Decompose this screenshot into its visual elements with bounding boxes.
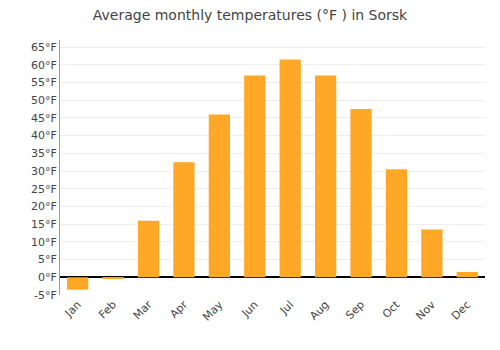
svg-text:Jan: Jan <box>62 298 84 320</box>
svg-text:Aug: Aug <box>307 298 331 322</box>
svg-text:65°F: 65°F <box>31 41 57 54</box>
svg-text:20°F: 20°F <box>31 200 57 213</box>
svg-text:Dec: Dec <box>449 298 473 322</box>
svg-text:35°F: 35°F <box>31 147 57 160</box>
svg-text:45°F: 45°F <box>31 112 57 125</box>
svg-text:Apr: Apr <box>167 298 190 321</box>
svg-text:10°F: 10°F <box>31 236 57 249</box>
svg-text:50°F: 50°F <box>31 94 57 107</box>
svg-text:40°F: 40°F <box>31 129 57 142</box>
svg-text:-5°F: -5°F <box>34 289 57 302</box>
svg-text:30°F: 30°F <box>31 165 57 178</box>
svg-text:Oct: Oct <box>380 298 403 321</box>
svg-text:Average monthly temperatures (: Average monthly temperatures (°F ) in So… <box>93 7 408 23</box>
svg-text:0°F: 0°F <box>38 271 57 284</box>
svg-text:60°F: 60°F <box>31 59 57 72</box>
svg-text:25°F: 25°F <box>31 183 57 196</box>
svg-text:Sep: Sep <box>343 298 367 322</box>
svg-text:Jun: Jun <box>239 298 261 320</box>
svg-text:5°F: 5°F <box>38 253 57 266</box>
svg-text:Nov: Nov <box>414 298 439 323</box>
svg-text:May: May <box>200 298 226 324</box>
svg-text:Mar: Mar <box>131 298 155 322</box>
svg-text:15°F: 15°F <box>31 218 57 231</box>
svg-text:Jul: Jul <box>277 298 296 317</box>
svg-text:55°F: 55°F <box>31 76 57 89</box>
svg-text:Feb: Feb <box>96 298 119 321</box>
